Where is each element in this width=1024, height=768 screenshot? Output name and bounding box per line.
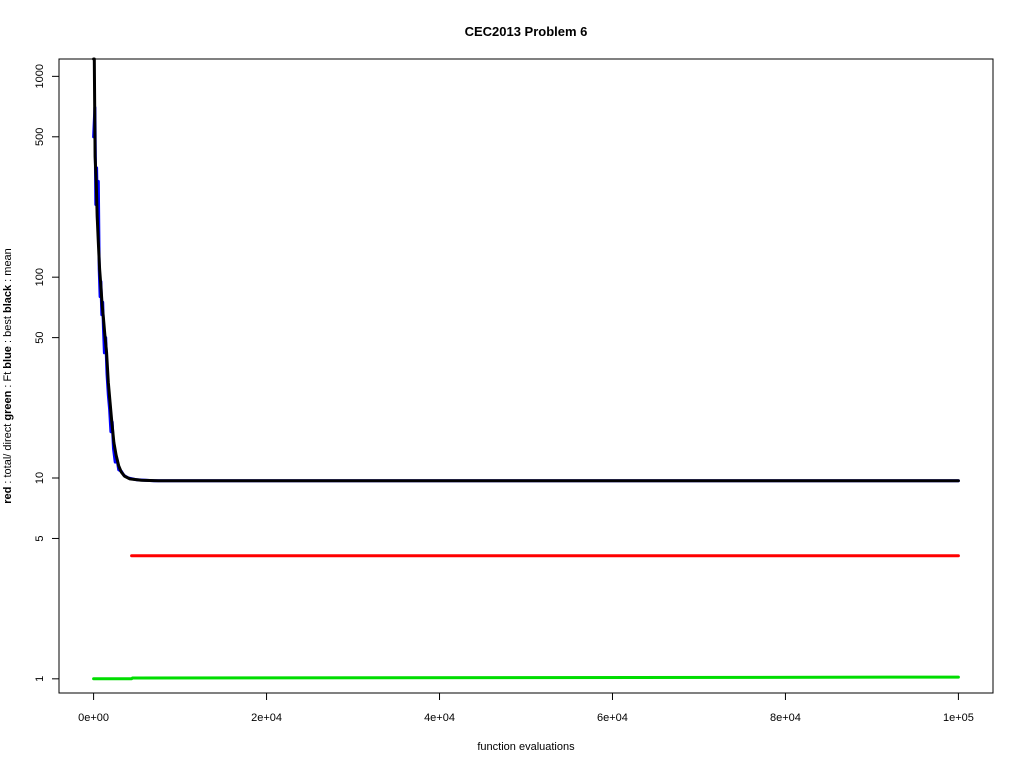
x-tick-label: 4e+04 [424, 712, 455, 724]
y-label-part: black [2, 284, 14, 313]
chart-title: CEC2013 Problem 6 [465, 24, 588, 39]
y-label-part: green [2, 390, 14, 420]
y-tick-label: 100 [34, 268, 46, 286]
x-tick-label: 0e+00 [78, 712, 109, 724]
y-tick-label: 1 [34, 676, 46, 682]
y-tick-label: 500 [34, 128, 46, 146]
x-tick-label: 6e+04 [597, 712, 628, 724]
y-label-part: blue [2, 346, 14, 369]
y-tick-label: 5 [34, 535, 46, 541]
y-label-part: : mean [2, 248, 14, 285]
series-layer [92, 57, 960, 681]
y-label-part: : Ft [2, 369, 14, 391]
x-axis: 0e+00 2e+04 4e+04 6e+04 8e+04 1e+05 [78, 692, 974, 724]
x-tick-label: 8e+04 [770, 712, 801, 724]
x-tick-label: 2e+04 [251, 712, 282, 724]
y-label-part: : total/ direct [2, 421, 14, 487]
x-tick-label: 1e+05 [943, 712, 974, 724]
y-axis-label: red : total/ direct green : Ft blue : be… [2, 248, 14, 504]
green-series-line [92, 675, 960, 681]
y-tick-label: 1000 [34, 64, 46, 88]
blue-series-line [92, 106, 960, 483]
black-series-line [92, 57, 960, 483]
y-tick-label: 50 [34, 331, 46, 343]
x-axis-label: function evaluations [477, 741, 575, 753]
y-label-part: : best [2, 313, 14, 346]
y-axis: 1 5 10 50 100 500 1000 [34, 64, 60, 682]
y-label-part: red [2, 487, 14, 504]
plot-area-frame [58, 58, 994, 694]
y-tick-label: 10 [34, 472, 46, 484]
